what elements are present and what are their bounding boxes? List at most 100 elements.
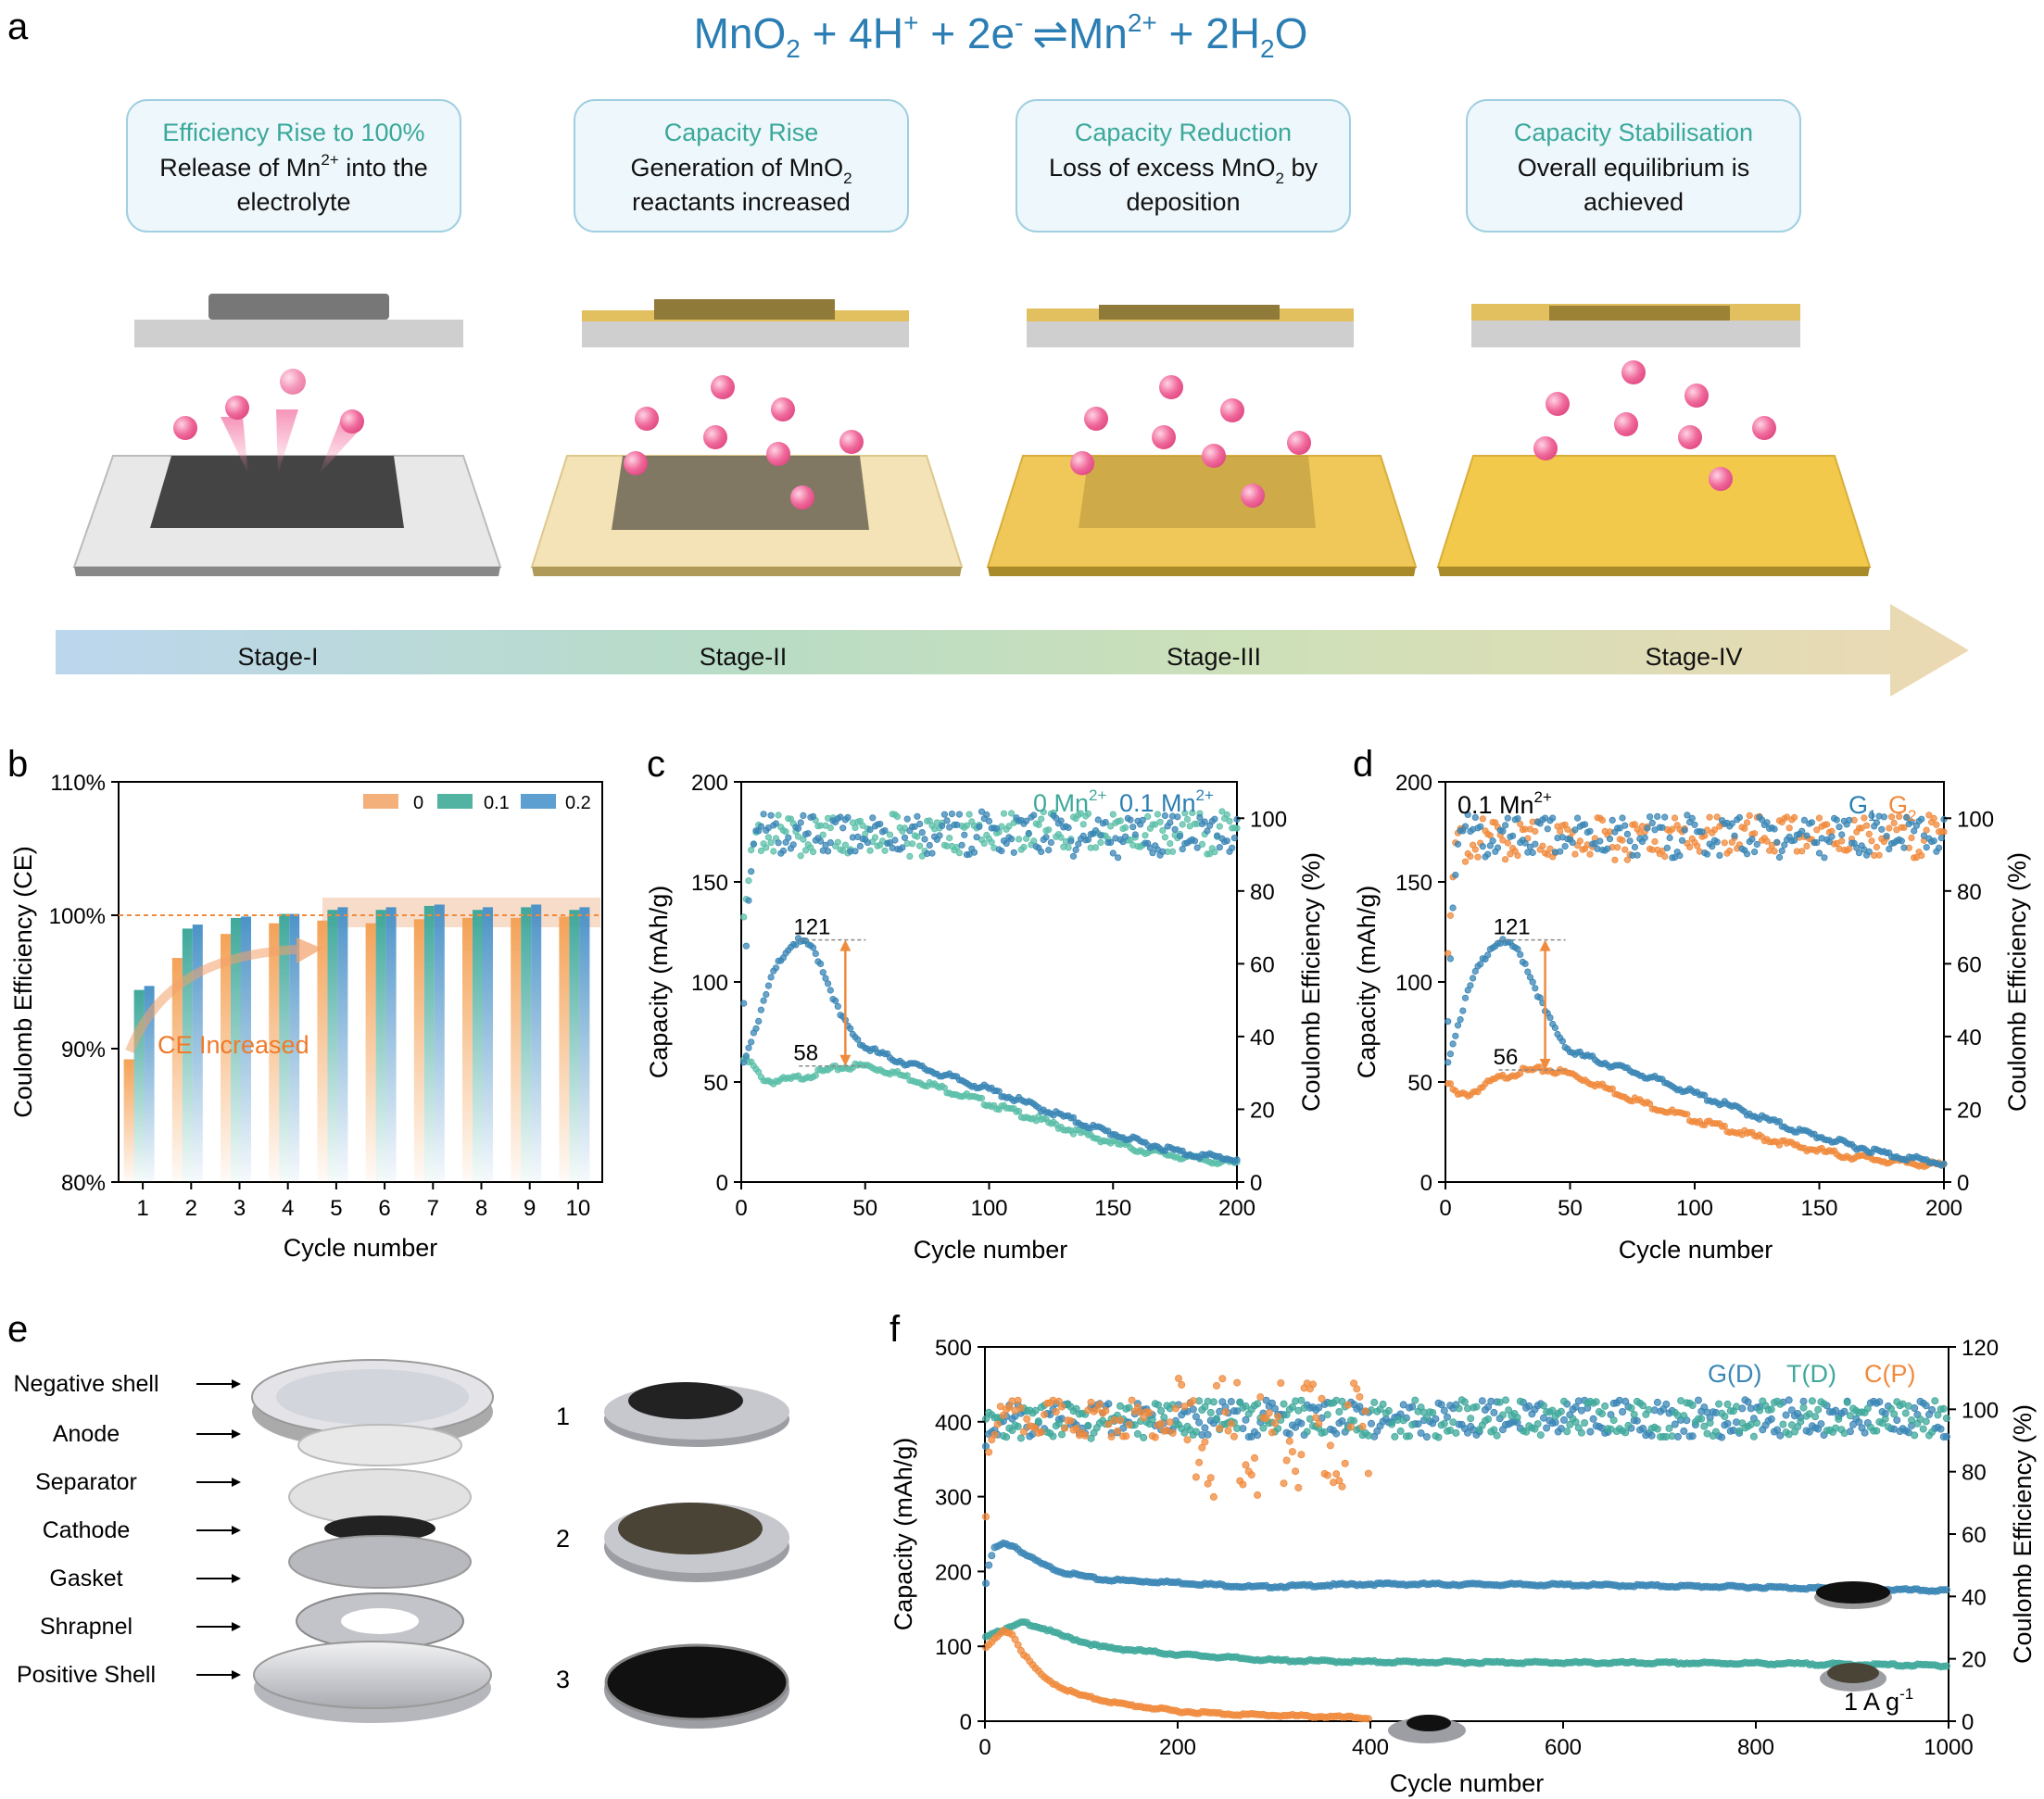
xtick-label: 0: [978, 1735, 990, 1760]
panel-label-e: e: [7, 1309, 28, 1350]
data-point: [1440, 1419, 1448, 1428]
data-point: [1604, 845, 1611, 852]
data-point: [1020, 843, 1028, 851]
data-point: [1940, 828, 1948, 836]
b-ytick-label: 80%: [61, 1171, 106, 1196]
data-point: [1808, 1397, 1816, 1405]
data-point: [1259, 1424, 1268, 1432]
data-point: [1524, 968, 1532, 975]
data-point: [1560, 1397, 1569, 1405]
data-point: [976, 823, 983, 831]
xtick-label: 0: [1439, 1196, 1451, 1221]
data-point: [1639, 1425, 1647, 1433]
data-point: [1659, 824, 1666, 831]
data-point: [1159, 826, 1167, 835]
data-point: [1242, 1461, 1250, 1469]
data-point: [1432, 1415, 1440, 1423]
data-point: [1280, 1479, 1288, 1488]
data-point: [985, 1448, 993, 1456]
data-point: [1161, 834, 1169, 841]
data-point: [1900, 824, 1908, 831]
series-c-p-ce: [982, 1375, 1372, 1521]
shrapnel-hole: [341, 1608, 419, 1634]
data-point: [1117, 1416, 1125, 1425]
data-point: [1695, 1396, 1703, 1404]
plate-edge: [532, 567, 962, 576]
panel-label-c: c: [647, 744, 665, 785]
eq-part: O: [1275, 9, 1308, 57]
mn-ion: [173, 416, 197, 440]
data-point: [824, 848, 832, 855]
b-bar-0.1-3: [231, 917, 241, 1182]
d-legend-sub: 1: [1868, 807, 1876, 824]
data-point: [1533, 1420, 1542, 1428]
data-point: [1881, 1415, 1889, 1423]
data-point: [1576, 837, 1583, 845]
data-point: [1335, 1408, 1344, 1416]
data-point: [1065, 824, 1072, 832]
data-point: [1621, 1428, 1630, 1437]
ytick-label: 0: [716, 1171, 728, 1196]
data-point: [1229, 844, 1236, 851]
data-point: [993, 1420, 1002, 1428]
data-point: [1942, 1415, 1950, 1423]
data-point: [1486, 832, 1495, 839]
data-point: [757, 823, 765, 830]
data-point: [1204, 1479, 1212, 1488]
box-text: by: [1284, 154, 1319, 182]
data-point: [1785, 1396, 1793, 1404]
ytick-label: 100: [935, 1635, 972, 1660]
b-legend-label-0: 0: [413, 793, 423, 813]
mn-ion: [766, 442, 790, 466]
b-ytick-label: 100%: [49, 904, 106, 929]
data-point: [1621, 822, 1629, 829]
data-point: [1446, 1050, 1455, 1058]
data-point: [1223, 811, 1230, 819]
mn-ion: [1159, 375, 1183, 399]
series-g1-capacity: [1445, 936, 1948, 1169]
d-legend-text: G: [1888, 791, 1908, 819]
data-point: [1681, 826, 1688, 834]
series-0-mn2-ce: [740, 808, 1241, 921]
data-point: [1221, 1408, 1230, 1416]
data-point: [1694, 842, 1701, 849]
data-point: [1797, 1417, 1805, 1426]
ytick-label: 500: [935, 1336, 972, 1361]
data-point: [1455, 1404, 1463, 1413]
y2tick-label: 40: [1962, 1585, 1987, 1610]
ytick-label: 200: [691, 771, 728, 796]
data-point: [1703, 850, 1711, 858]
data-point: [856, 842, 864, 850]
data-point: [1479, 815, 1486, 823]
data-point: [748, 846, 755, 854]
data-point: [1479, 843, 1486, 850]
y2tick-label: 60: [1962, 1523, 1987, 1548]
d-legend-text: G: [1848, 791, 1868, 819]
series-g2-capacity: [1445, 1063, 1948, 1171]
b-bar-0.1-5: [327, 910, 338, 1182]
data-point: [841, 841, 850, 849]
data-point: [816, 837, 825, 845]
data-point: [1925, 811, 1933, 819]
b-bar-0.2-2: [192, 925, 203, 1182]
data-point: [1042, 834, 1050, 841]
strip-base: [134, 320, 463, 347]
data-point: [1887, 813, 1896, 821]
data-point: [1940, 815, 1948, 824]
box-line2: reactants increased: [632, 188, 851, 216]
data-point: [998, 847, 1005, 855]
data-point: [1406, 1432, 1414, 1440]
data-point: [1931, 1397, 1939, 1405]
data-point: [1174, 813, 1181, 821]
data-point: [1227, 1419, 1235, 1428]
data-point: [1671, 1420, 1679, 1428]
data-point: [1168, 848, 1177, 855]
b-plot-frame: [118, 781, 603, 1183]
data-point: [1840, 1429, 1848, 1438]
data-point: [1341, 1459, 1349, 1467]
electrode-strip-1: [134, 294, 463, 347]
data-point: [877, 820, 884, 828]
data-point: [1454, 1022, 1462, 1029]
data-point: [899, 844, 906, 851]
data-point: [1813, 838, 1821, 847]
